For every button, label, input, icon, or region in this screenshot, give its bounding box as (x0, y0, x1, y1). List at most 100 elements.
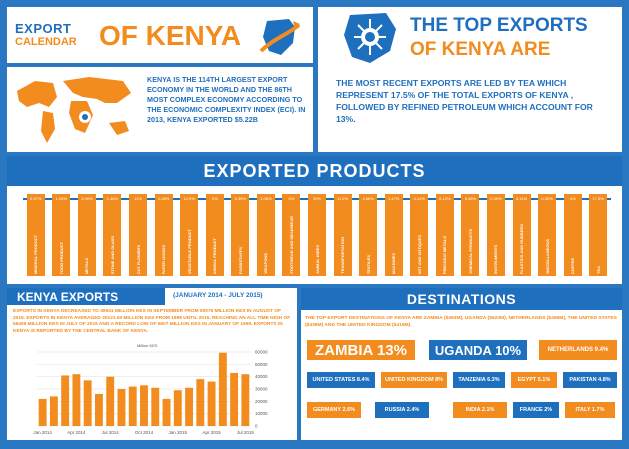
product-column: 4% COFFEE (563, 194, 582, 276)
product-percent: 0.39% (541, 196, 553, 201)
export-bar (128, 386, 137, 426)
destination-box: ZAMBIA 13% (307, 340, 415, 360)
product-column: 0.39% MISCELLANEOUS (538, 194, 557, 276)
top-exports-text: THE MOST RECENT EXPORTS ARE LED BY TEA W… (336, 78, 593, 124)
product-label: PRECIOUS METALS (442, 235, 448, 274)
x-tick-label: Apr 2015 (202, 430, 221, 435)
kenya-exports-title-bar: KENYA EXPORTS (7, 288, 165, 305)
top-exports-title-line2: OF KENYA ARE (410, 39, 551, 60)
product-column: 1.05% FOOD PRODUCT (52, 194, 71, 276)
exported-products-panel: EXPORTED PRODUCTS 6.57% MINERAL PRODUCT 1.… (7, 156, 622, 284)
product-column: 1.46% STONE AND GLASS (103, 194, 122, 276)
destination-box: NETHERLANDS 9.4% (539, 340, 617, 360)
product-percent: 1.47% (388, 196, 400, 201)
x-tick-label: Jul 2014 (102, 430, 120, 435)
product-label: FOOD PRODUCT (58, 241, 64, 274)
product-label: STONE AND GLASS (109, 235, 115, 274)
destination-box: UNITED STATES 8.4% (307, 372, 375, 388)
product-percent: 1.46% (106, 196, 119, 201)
product-column: 4.66% TEXTILES (359, 194, 378, 276)
x-tick-label: Jul 2015 (237, 430, 255, 435)
product-label: CHEMICAL PRODUCTS (467, 229, 473, 274)
product-column: 5.39% FOODSTUFFS (231, 194, 250, 276)
title-calendar: CALENDAR (15, 36, 77, 48)
header-right-panel: THE TOP EXPORTS OF KENYA ARE (318, 7, 622, 67)
export-bar (241, 374, 250, 426)
destination-box: INDIA 2.1% (453, 402, 507, 418)
y-tick-label: 50000 (255, 362, 268, 367)
title-export: EXPORT (15, 21, 72, 36)
destination-box: PAKISTAN 4.8% (563, 372, 617, 388)
y-tick-label: 10000 (255, 411, 268, 416)
export-bar (218, 352, 227, 426)
product-column: 0.12% PRECIOUS METALS (435, 194, 454, 276)
product-label: METALS (84, 257, 90, 274)
product-percent: 12.9% (183, 196, 195, 201)
y-tick-label: 30000 (255, 387, 268, 392)
product-percent: 6.57% (30, 196, 42, 201)
product-label: FOODSTUFFS (237, 246, 243, 274)
kenya-exports-title: KENYA EXPORTS (17, 289, 119, 304)
export-bar (230, 372, 239, 426)
product-label: MISCELLANEOUS (544, 239, 550, 274)
kenya-exports-panel: KENYA EXPORTS (JANUARY 2014 - JULY 2015)… (7, 288, 297, 440)
export-bar (196, 379, 205, 426)
product-column: 1.08% WEAPONS (256, 194, 275, 276)
x-tick-label: Jan 2015 (169, 430, 188, 435)
destinations-text: THE TOP EXPORT DESTINATIONS OF KENYA ARE… (305, 316, 617, 328)
product-percent: 0.12% (439, 196, 451, 201)
kenya-exports-text: EXPORTS IN KENYA DECREASED TO 49941 MILL… (13, 309, 291, 334)
destination-box: FRANCE 2% (513, 402, 559, 418)
export-bar (162, 398, 171, 426)
product-column: 3.99% METALS (77, 194, 96, 276)
product-label: PAPER GOODS (161, 244, 167, 275)
product-column: 11% CUT FLOWERS (129, 194, 148, 276)
export-bar (185, 387, 193, 426)
product-column: 0% FOOTWEAR AND HEADWEAR (282, 194, 301, 276)
export-bar (207, 381, 216, 426)
product-percent: 0.14% (413, 196, 425, 201)
y-tick-label: 40000 (255, 374, 268, 379)
destination-box: UGANDA 10% (429, 340, 527, 360)
top-exports-title-line1: THE TOP EXPORTS (410, 15, 588, 36)
exported-products-title-bar: EXPORTED PRODUCTS (7, 156, 622, 186)
product-percent: 5.46% (464, 196, 477, 201)
product-column: 39% ANIMAL HIDES (308, 194, 326, 276)
export-bar (95, 393, 103, 426)
products-row: 6.57% MINERAL PRODUCT 1.05% FOOD PRODUCT 3.9… (23, 194, 611, 278)
export-bar (106, 376, 115, 426)
product-label: WEAPONS (263, 253, 269, 274)
product-column: 0.39% INSTRUMENTS (486, 194, 505, 276)
product-percent: 5.39% (234, 196, 246, 201)
destination-box: EGYPT 5.1% (511, 372, 557, 388)
product-percent: 1.08% (260, 196, 272, 201)
product-label: TEXTILES (365, 254, 371, 274)
product-label: MINERAL PRODUCT (33, 234, 39, 274)
x-tick-label: Apr 2014 (67, 430, 86, 435)
product-label: FOOTWEAR AND HEADWEAR (288, 216, 294, 274)
product-percent: 4.66% (362, 196, 374, 201)
product-label: PLASTICS AND RUBBERS (519, 223, 525, 274)
product-percent: 3.99% (81, 196, 93, 201)
x-tick-label: Oct 2014 (135, 430, 154, 435)
product-percent: 11% (134, 196, 142, 201)
product-column: 1.08% PAPER GOODS (154, 194, 173, 276)
product-percent: 3.11% (515, 196, 528, 201)
world-map-icon (17, 77, 131, 143)
chart-unit-label: Million KES (137, 343, 158, 348)
product-percent: 1.08% (157, 196, 170, 201)
export-bar (140, 385, 148, 426)
product-column: 1.47% MACHINES (384, 194, 403, 276)
product-percent: 17.5% (592, 196, 604, 201)
product-percent: 2% (211, 196, 218, 201)
export-bar (38, 398, 47, 426)
destinations-panel: DESTINATIONS THE TOP EXPORT DESTINATIONS… (301, 288, 622, 440)
product-label: CUT FLOWERS (135, 244, 141, 274)
kenya-emblem-icon (344, 13, 396, 63)
product-label: ANIMAL PRODUCT (212, 237, 218, 274)
product-column: 11.2% TRANSPORTATION (333, 194, 352, 276)
product-label: TRANSPORTATION (340, 237, 346, 274)
product-percent: 39% (312, 196, 321, 201)
product-label: COFFEE (570, 257, 576, 274)
